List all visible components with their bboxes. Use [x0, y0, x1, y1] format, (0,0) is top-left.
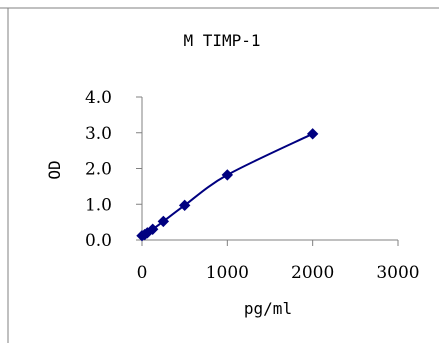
x-axis-label: pg/ml [244, 299, 292, 318]
data-point-marker [221, 169, 234, 181]
series-layer [136, 128, 319, 242]
x-tick-label: 1000 [206, 263, 249, 283]
y-tick-label: 4.0 [85, 88, 112, 108]
data-point-marker [178, 199, 191, 212]
y-tick-label: 2.0 [85, 160, 112, 180]
data-point-marker [157, 215, 170, 228]
x-tick-label: 3000 [376, 263, 419, 283]
chart-title: M TIMP-1 [183, 31, 260, 50]
y-tick-label: 1.0 [85, 195, 112, 215]
x-ticks: 0 1000 2000 3000 [137, 240, 420, 283]
data-point-marker [306, 128, 319, 140]
x-tick-label: 0 [137, 263, 148, 283]
y-axis-label: OD [45, 160, 64, 179]
x-tick-label: 2000 [291, 263, 334, 283]
y-ticks: 0.0 1.0 2.0 3.0 4.0 [85, 88, 142, 251]
y-tick-label: 0.0 [85, 231, 112, 251]
y-axis: 0.0 1.0 2.0 3.0 4.0 [85, 88, 143, 251]
y-tick-label: 3.0 [85, 124, 112, 144]
x-axis: 0 1000 2000 3000 [137, 239, 420, 283]
data-point-marker [146, 223, 159, 235]
